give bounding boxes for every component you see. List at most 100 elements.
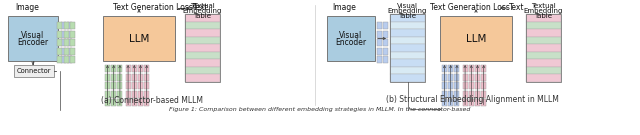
- Text: Text Generation Loss: Text Generation Loss: [113, 4, 193, 13]
- Text: Encoder: Encoder: [17, 38, 49, 47]
- Bar: [475, 99, 480, 106]
- Text: Visual: Visual: [339, 31, 363, 40]
- Bar: [442, 99, 447, 106]
- Bar: [526, 59, 561, 67]
- Text: Table: Table: [193, 13, 211, 19]
- Bar: [14, 65, 54, 77]
- Bar: [185, 14, 220, 22]
- Bar: [185, 52, 220, 59]
- Bar: [138, 65, 143, 72]
- Bar: [57, 48, 62, 55]
- Bar: [117, 82, 122, 89]
- Bar: [61, 31, 66, 38]
- Bar: [132, 65, 137, 72]
- Bar: [144, 99, 149, 106]
- Text: LLM: LLM: [129, 33, 149, 43]
- Bar: [105, 90, 110, 97]
- Bar: [70, 56, 75, 63]
- Bar: [526, 22, 561, 29]
- Bar: [383, 22, 388, 29]
- Bar: [111, 90, 116, 97]
- Bar: [185, 14, 220, 82]
- Bar: [442, 82, 447, 89]
- Bar: [377, 48, 382, 55]
- Bar: [57, 56, 62, 63]
- Text: Figure 1: Comparison between different embedding strategies in MLLM. In the conn: Figure 1: Comparison between different e…: [170, 107, 470, 112]
- Bar: [442, 90, 447, 97]
- Bar: [67, 39, 72, 46]
- Bar: [117, 73, 122, 80]
- Text: Text: Text: [193, 4, 209, 13]
- Text: Visual: Visual: [397, 3, 418, 9]
- Bar: [468, 73, 474, 80]
- Bar: [105, 82, 110, 89]
- Bar: [67, 48, 72, 55]
- Bar: [454, 99, 460, 106]
- Bar: [61, 56, 66, 63]
- Bar: [383, 56, 388, 63]
- Bar: [475, 90, 480, 97]
- Text: Text: Text: [509, 4, 525, 13]
- Bar: [468, 82, 474, 89]
- Bar: [144, 65, 149, 72]
- Bar: [132, 82, 137, 89]
- Bar: [475, 65, 480, 72]
- Bar: [144, 90, 149, 97]
- Bar: [475, 82, 480, 89]
- Text: Embedding: Embedding: [524, 8, 563, 14]
- Bar: [390, 44, 425, 52]
- Bar: [526, 44, 561, 52]
- Bar: [132, 99, 137, 106]
- Bar: [526, 37, 561, 44]
- Bar: [144, 82, 149, 89]
- Bar: [481, 82, 486, 89]
- Bar: [454, 73, 460, 80]
- Bar: [103, 16, 175, 61]
- Bar: [390, 52, 425, 59]
- Bar: [448, 73, 453, 80]
- Bar: [454, 90, 460, 97]
- Bar: [63, 56, 68, 63]
- Bar: [185, 44, 220, 52]
- Bar: [138, 99, 143, 106]
- Text: Connector: Connector: [17, 68, 51, 74]
- Bar: [377, 22, 382, 29]
- Bar: [125, 90, 131, 97]
- Bar: [383, 39, 388, 46]
- Bar: [67, 56, 72, 63]
- Bar: [138, 82, 143, 89]
- Bar: [132, 90, 137, 97]
- Bar: [454, 65, 460, 72]
- Bar: [117, 90, 122, 97]
- Text: Image: Image: [15, 4, 39, 13]
- Bar: [475, 73, 480, 80]
- Text: Text Generation Loss: Text Generation Loss: [430, 4, 510, 13]
- Bar: [390, 74, 425, 82]
- Bar: [463, 73, 468, 80]
- Bar: [377, 39, 382, 46]
- Bar: [481, 99, 486, 106]
- Bar: [448, 82, 453, 89]
- Text: Embedding: Embedding: [183, 8, 222, 14]
- Text: Visual: Visual: [21, 31, 45, 40]
- Text: LLM: LLM: [466, 33, 486, 43]
- Bar: [67, 22, 72, 29]
- Bar: [61, 22, 66, 29]
- Text: Textual: Textual: [531, 3, 556, 9]
- Bar: [526, 52, 561, 59]
- Bar: [111, 73, 116, 80]
- Bar: [390, 14, 425, 22]
- Bar: [63, 31, 68, 38]
- Bar: [468, 90, 474, 97]
- Bar: [463, 65, 468, 72]
- Bar: [132, 73, 137, 80]
- Bar: [383, 48, 388, 55]
- Bar: [125, 99, 131, 106]
- Text: (b) Structural Embedding Alignment in MLLM: (b) Structural Embedding Alignment in ML…: [385, 95, 559, 104]
- Bar: [526, 29, 561, 37]
- Bar: [377, 56, 382, 63]
- Bar: [526, 67, 561, 74]
- Bar: [70, 22, 75, 29]
- Bar: [327, 16, 375, 61]
- Bar: [454, 82, 460, 89]
